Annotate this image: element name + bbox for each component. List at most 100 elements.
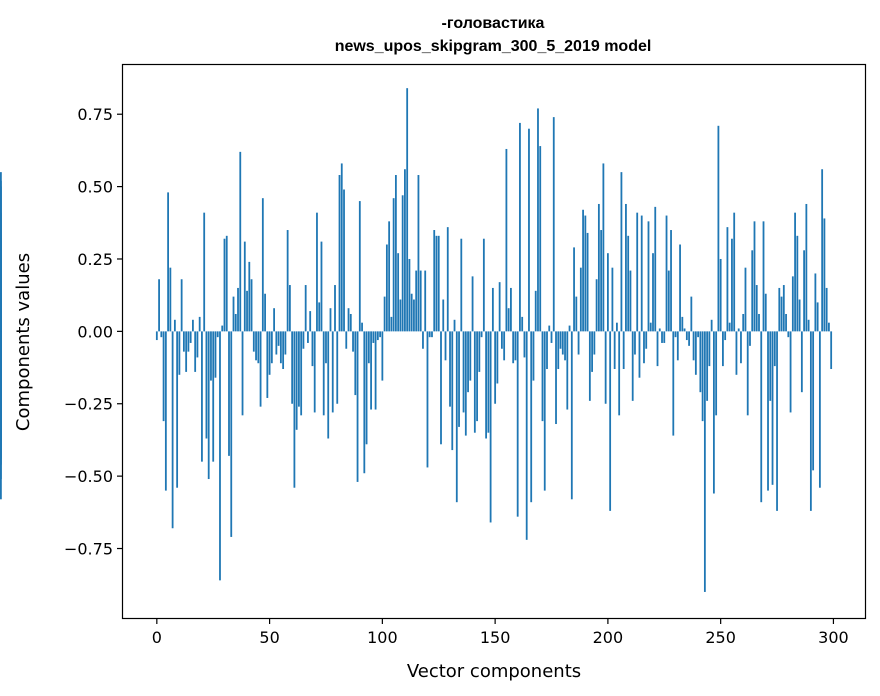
- bar-18: [196, 331, 199, 358]
- bar-100: [381, 331, 384, 381]
- bar-115: [415, 270, 418, 332]
- plot-frame: [121, 63, 867, 620]
- bar-274: [773, 331, 776, 367]
- bar-233: [681, 316, 684, 332]
- bar-80: [336, 331, 339, 404]
- bar-6: [169, 267, 172, 332]
- bar-56: [282, 331, 285, 370]
- bar-210: [629, 270, 632, 332]
- y-tick-label: 0.50: [77, 178, 113, 197]
- bar-77: [329, 308, 332, 332]
- bar-273: [771, 331, 774, 485]
- bar-226: [665, 215, 668, 332]
- bar-134: [458, 331, 460, 427]
- bar-261: [744, 267, 747, 332]
- bar-52: [273, 308, 275, 332]
- bar-47: [261, 198, 264, 332]
- bar-15: [189, 331, 192, 343]
- bar-286: [800, 331, 803, 393]
- bar-247: [712, 331, 715, 494]
- bar-130: [449, 331, 451, 407]
- bar-228: [670, 230, 672, 332]
- bar-262: [746, 331, 749, 416]
- bar-176: [552, 117, 555, 332]
- bar-148: [489, 331, 492, 523]
- bar-245: [708, 331, 711, 367]
- bar-31: [225, 235, 228, 332]
- bar-202: [611, 267, 614, 332]
- bar-25: [212, 331, 215, 462]
- bar-27: [216, 331, 219, 338]
- bar-291: [812, 331, 815, 471]
- bar-81: [338, 175, 341, 332]
- bar-236: [688, 331, 690, 346]
- bar-108: [399, 299, 402, 332]
- chart-subtitle: news_upos_skipgram_300_5_2019 model: [335, 38, 652, 55]
- bar-38: [241, 331, 244, 416]
- bar-139: [469, 331, 472, 381]
- bar-14: [187, 331, 190, 352]
- bar-145: [482, 238, 485, 332]
- bar-218: [647, 221, 650, 332]
- bar-282: [791, 276, 794, 332]
- bar-168: [534, 290, 537, 332]
- bar-215: [640, 215, 643, 332]
- bar-205: [618, 331, 621, 416]
- bar-undefined: [0, 331, 2, 465]
- bar-73: [320, 241, 323, 332]
- bar-85: [347, 308, 350, 332]
- bar-53: [275, 331, 278, 355]
- bar-200: [606, 253, 609, 332]
- bar-46: [259, 331, 262, 407]
- bar-125: [437, 235, 440, 332]
- bar-60: [291, 331, 294, 404]
- bar-143: [478, 331, 481, 372]
- bar-253: [726, 227, 729, 332]
- bar-174: [548, 325, 551, 332]
- bar-246: [710, 319, 713, 332]
- bar-128: [444, 331, 447, 361]
- bar-58: [286, 230, 289, 332]
- bar-5: [167, 192, 169, 332]
- bar-229: [672, 331, 675, 436]
- bar-182: [566, 331, 569, 410]
- bar-169: [537, 108, 539, 332]
- bar-276: [778, 287, 781, 332]
- bar-144: [480, 331, 483, 338]
- bar-191: [586, 232, 589, 332]
- bar-193: [591, 331, 593, 372]
- bar-152: [498, 282, 501, 332]
- bar-7: [171, 331, 174, 529]
- bar-2: [160, 331, 163, 338]
- bar-40: [246, 290, 248, 332]
- bar-105: [392, 198, 395, 332]
- bar-242: [701, 331, 704, 422]
- bar-225: [663, 331, 666, 343]
- bar-147: [487, 331, 490, 433]
- bar-96: [372, 331, 375, 343]
- bar-87: [352, 331, 354, 352]
- bar-0: [155, 331, 158, 341]
- bar-287: [803, 250, 805, 332]
- bar-34: [232, 296, 235, 332]
- x-tick-label: 300: [818, 628, 849, 647]
- bar-126: [440, 331, 442, 445]
- bar-129: [446, 227, 449, 332]
- bar-97: [374, 331, 377, 410]
- bar-37: [239, 151, 242, 332]
- bar-170: [539, 146, 542, 332]
- bar-257: [735, 331, 738, 375]
- bar-227: [667, 270, 670, 332]
- y-tick-label: −0.25: [64, 395, 113, 414]
- bar-194: [593, 331, 596, 355]
- bar-243: [703, 331, 706, 592]
- bar-299: [830, 331, 833, 370]
- bar-39: [243, 241, 246, 332]
- bar-232: [679, 244, 681, 332]
- x-axis-ticks: 0 50 100 150 200 250 300: [152, 618, 849, 647]
- bar-11: [180, 279, 183, 332]
- bar-36: [237, 287, 239, 332]
- bar-32: [228, 331, 230, 456]
- bar-23: [207, 331, 210, 480]
- y-axis-label: Components values: [13, 253, 34, 431]
